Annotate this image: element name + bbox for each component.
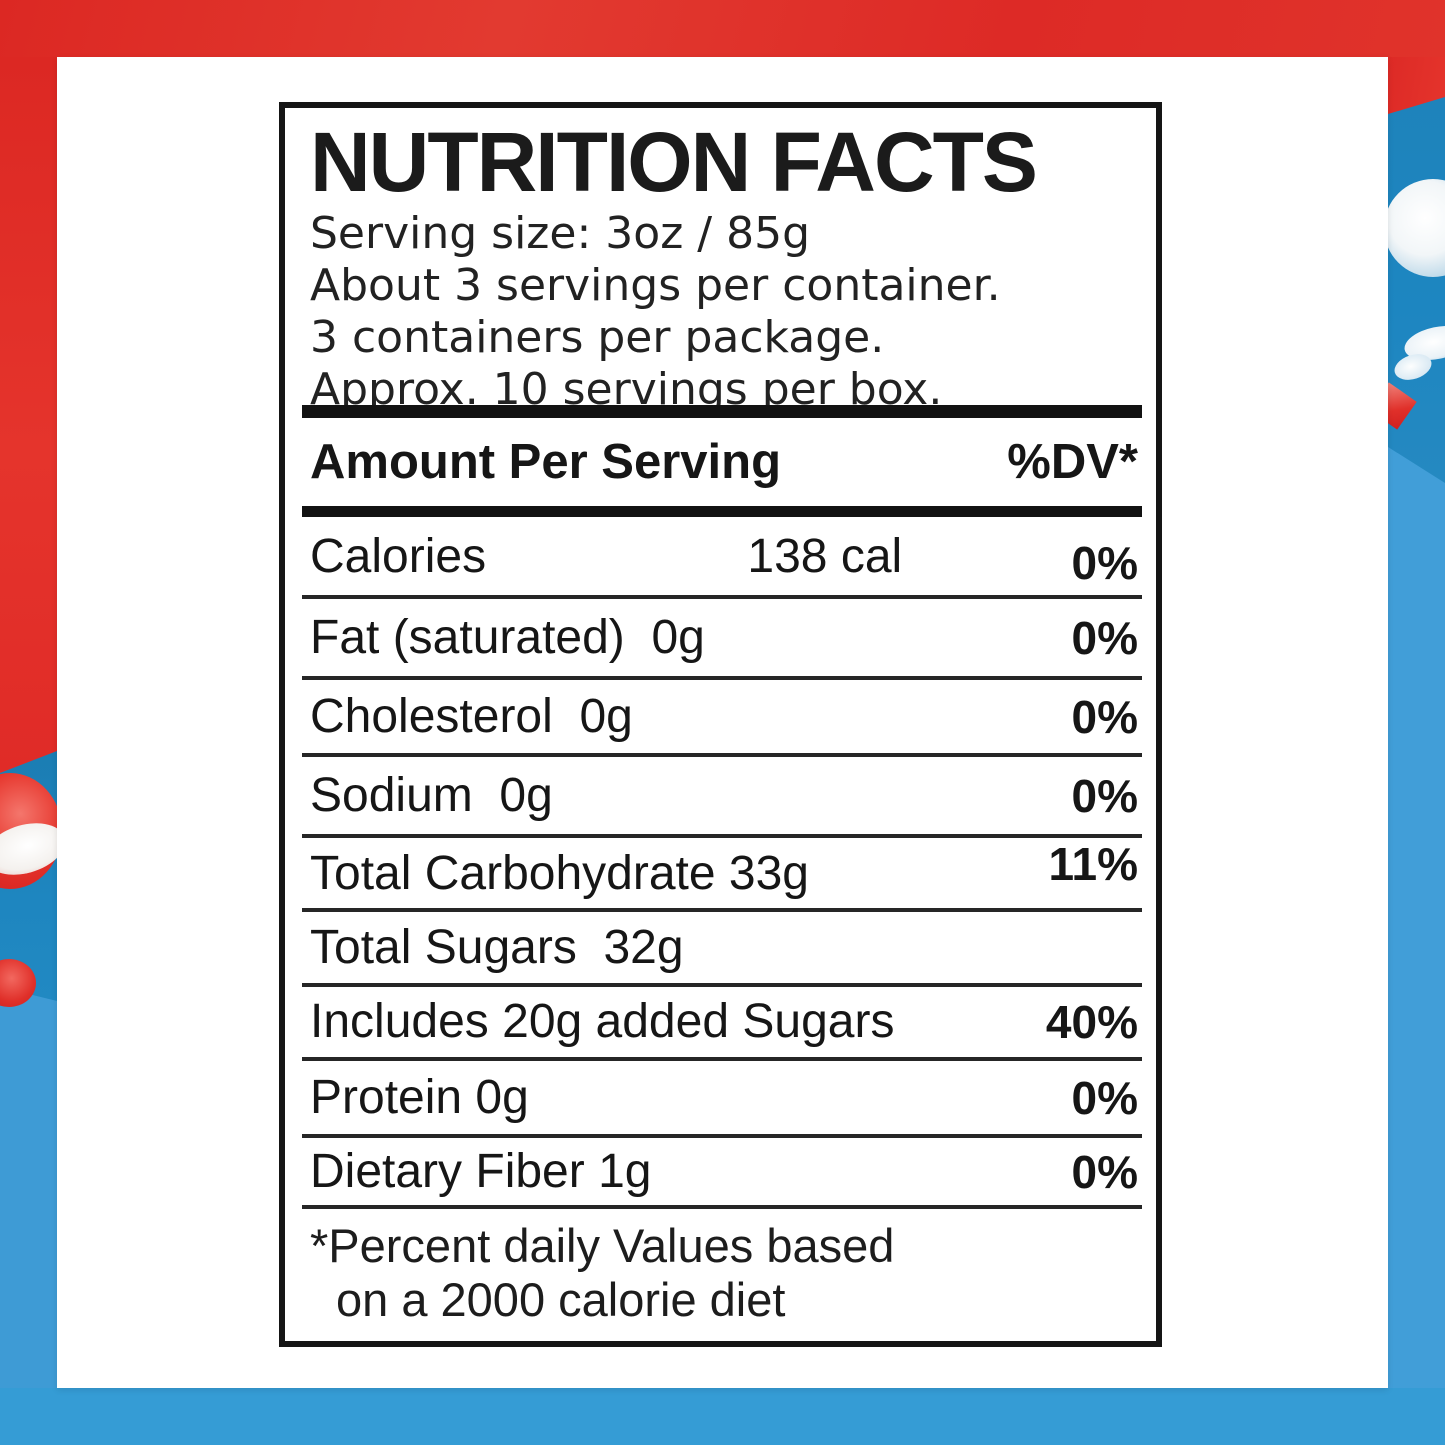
table-row-total-sugars: Total Sugars 32g: [302, 912, 1142, 987]
white-bubble-icon: [1388, 179, 1445, 277]
table-row-sodium: Sodium 0g 0%: [302, 757, 1142, 839]
footnote-line-1: *Percent daily Values based: [310, 1219, 895, 1273]
row-dv-value: 40%: [1045, 995, 1138, 1048]
background-red-area: [0, 57, 57, 773]
label-header: NUTRITION FACTS Serving size: 3oz / 85g …: [302, 108, 1142, 415]
background-left-strip: [0, 57, 57, 1388]
table-row-fat: Fat (saturated) 0g 0%: [302, 599, 1142, 681]
table-row-cholesterol: Cholesterol 0g 0%: [302, 680, 1142, 758]
calories-value: 138 cal: [747, 529, 903, 583]
row-dv-value: 0%: [1071, 1145, 1138, 1198]
table-row-added-sugars: Includes 20g added Sugars 40%: [302, 987, 1142, 1062]
row-label: Fat (saturated) 0g: [310, 611, 705, 665]
divider-thick-bar: [302, 505, 1142, 517]
row-dv-value: 0%: [1071, 1071, 1138, 1124]
background-right-strip: [1388, 57, 1445, 1388]
percent-dv-header: %DV*: [1007, 434, 1138, 489]
label-title: NUTRITION FACTS: [310, 115, 1038, 209]
row-label: Calories: [310, 529, 487, 583]
divider-thick-bar: [302, 405, 1142, 418]
row-dv-value: 0%: [1071, 611, 1138, 664]
servings-per-container-line: About 3 servings per container.: [310, 260, 1001, 311]
row-dv-value: 11%: [1048, 838, 1138, 891]
amount-per-serving-header: Amount Per Serving %DV*: [302, 418, 1142, 506]
daily-value-footnote: *Percent daily Values based on a 2000 ca…: [302, 1209, 1142, 1341]
nutrition-facts-label: NUTRITION FACTS Serving size: 3oz / 85g …: [279, 102, 1162, 1347]
row-label: Cholesterol 0g: [310, 690, 633, 744]
row-dv-value: 0%: [1071, 769, 1138, 822]
table-row-total-carbohydrate: Total Carbohydrate 33g 11%: [302, 838, 1142, 912]
row-label: Includes 20g added Sugars: [310, 995, 895, 1049]
row-dv-value: 0%: [1071, 537, 1138, 590]
row-label: Total Carbohydrate 33g: [310, 846, 809, 900]
serving-size-line: Serving size: 3oz / 85g: [310, 208, 811, 259]
background-red-band: [0, 0, 1445, 57]
row-dv-value: 0%: [1071, 690, 1138, 743]
serving-info: Serving size: 3oz / 85g About 3 servings…: [302, 208, 1142, 416]
table-row-dietary-fiber: Dietary Fiber 1g 0%: [302, 1138, 1142, 1210]
nutrition-facts-content: NUTRITION FACTS Serving size: 3oz / 85g …: [285, 108, 1156, 1341]
containers-per-package-line: 3 containers per package.: [310, 312, 885, 363]
row-label: Protein 0g: [310, 1071, 529, 1125]
row-label: Sodium 0g: [310, 769, 553, 823]
white-card: NUTRITION FACTS Serving size: 3oz / 85g …: [57, 57, 1388, 1388]
table-row-calories: Calories 138 cal 0%: [302, 517, 1142, 600]
row-label: Dietary Fiber 1g: [310, 1145, 652, 1199]
table-row-protein: Protein 0g 0%: [302, 1061, 1142, 1139]
row-label: Total Sugars 32g: [310, 920, 684, 974]
footnote-line-2: on a 2000 calorie diet: [336, 1273, 786, 1327]
amount-per-serving-label: Amount Per Serving: [310, 434, 782, 489]
background-blue-band: [0, 1388, 1445, 1445]
